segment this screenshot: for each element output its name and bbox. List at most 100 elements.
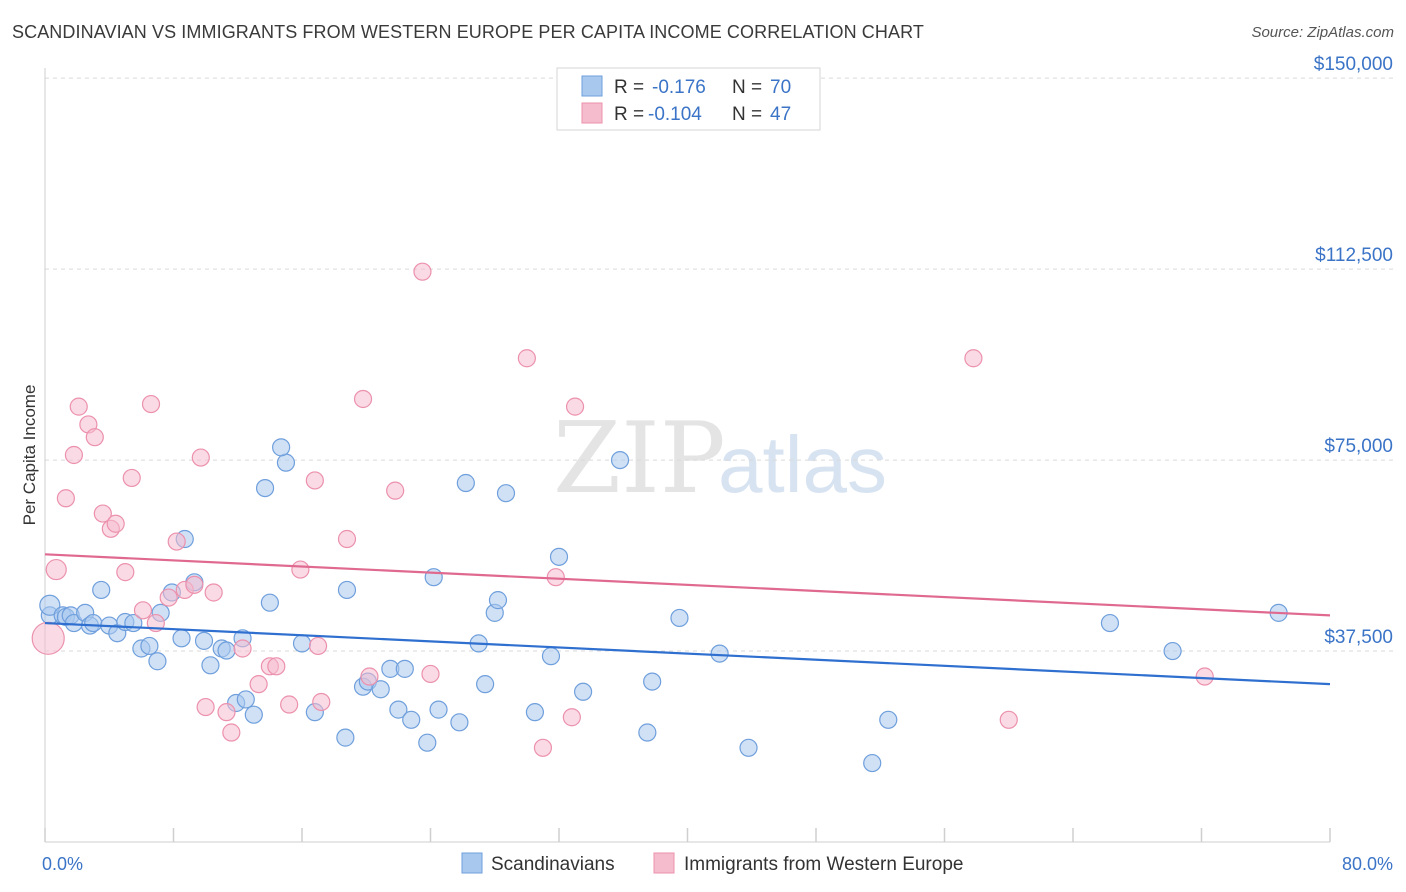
series-legend-label-scandinavians: Scandinavians <box>491 854 615 875</box>
scandinavians-point <box>739 738 758 757</box>
immigrants-point <box>386 481 405 500</box>
y-tick-label-1: $75,000 <box>1324 436 1393 457</box>
stats-legend-n-value-1: 70 <box>770 77 791 98</box>
y-tick-labels: $37,500 $75,000 $112,500 $150,000 <box>1314 54 1393 648</box>
immigrants-point <box>280 695 299 714</box>
immigrants-point <box>305 471 324 490</box>
y-tick-label-0: $37,500 <box>1324 627 1393 648</box>
immigrants-point <box>353 389 373 409</box>
scandinavians-point <box>429 700 448 719</box>
immigrants-point <box>999 710 1018 729</box>
immigrants-point <box>116 563 135 582</box>
immigrants-point <box>312 692 331 712</box>
immigrants-trend-line <box>44 553 1331 617</box>
scandinavians-point <box>450 713 469 732</box>
scandinavians-point <box>217 641 236 660</box>
scandinavians-point <box>272 438 291 457</box>
immigrants-point <box>45 558 67 581</box>
scandinavians-point <box>276 453 296 472</box>
immigrants-point <box>533 738 553 757</box>
scandinavians-point <box>92 580 111 600</box>
scandinavians-point <box>496 484 516 503</box>
scandinavians-point <box>1163 641 1182 661</box>
immigrants-point <box>93 504 112 523</box>
immigrants-point <box>291 560 310 579</box>
immigrants-point <box>565 397 585 416</box>
immigrants-point <box>159 588 178 607</box>
stats-legend-r-label-2: R = <box>614 104 644 125</box>
series-legend-swatch-scandinavians <box>461 852 483 874</box>
stats-legend-n-label-2: N = <box>732 104 762 125</box>
immigrants-point <box>217 703 236 722</box>
stats-legend-r-label-1: R = <box>614 77 644 98</box>
immigrants-point <box>360 667 379 686</box>
scandinavians-trend-line <box>44 621 1331 686</box>
scandinavians-point <box>863 753 882 773</box>
watermark: ZIP atlas <box>553 402 887 516</box>
chart-title: SCANDINAVIAN VS IMMIGRANTS FROM WESTERN … <box>12 22 924 42</box>
stats-legend-r-value-1: -0.176 <box>652 77 706 98</box>
stats-legend-n-label-1: N = <box>732 77 762 98</box>
series-legend-label-immigrants: Immigrants from Western Europe <box>684 854 963 875</box>
scandinavians-point <box>456 473 475 493</box>
scandinavians-point <box>148 652 167 671</box>
immigrants-point <box>964 349 983 368</box>
scandinavians-point <box>371 680 390 699</box>
immigrants-point <box>56 489 75 508</box>
stats-legend: R = -0.176 N = 70 R = -0.104 N = 47 <box>556 67 821 131</box>
immigrants-point <box>191 448 210 467</box>
chart-source: Source: ZipAtlas.com <box>1251 24 1394 41</box>
immigrants-point <box>85 428 104 447</box>
x-tick-label-left: 0.0% <box>42 854 83 874</box>
immigrants-point <box>562 708 581 727</box>
immigrants-point <box>133 601 153 620</box>
immigrants-point <box>413 262 432 281</box>
y-tick-label-3: $150,000 <box>1314 54 1393 75</box>
scandinavians-point <box>201 656 220 675</box>
scandinavians-point <box>476 675 495 694</box>
scandinavians-point <box>541 647 561 666</box>
immigrants-point <box>106 514 125 533</box>
x-tick-label-right: 80.0% <box>1342 854 1393 874</box>
scandinavians-point <box>573 682 593 701</box>
immigrants-point <box>308 636 328 656</box>
scandinavians-point <box>395 659 414 678</box>
scandinavians-point <box>879 710 898 729</box>
scandinavians-point <box>643 672 662 691</box>
immigrants-point <box>1195 667 1214 686</box>
scandinavians-point <box>39 594 61 616</box>
immigrants-point <box>64 445 84 465</box>
scandinavians-point <box>1100 613 1120 633</box>
immigrants-point <box>337 529 357 549</box>
series-legend-swatch-immigrants <box>653 852 675 874</box>
immigrants-point <box>122 468 141 488</box>
scandinavians-point <box>402 710 421 729</box>
scandinavians-point <box>610 450 630 470</box>
trend-lines <box>44 553 1331 686</box>
scandinavians-point <box>549 547 569 566</box>
gridlines <box>45 77 1395 652</box>
scandinavians-point <box>336 728 355 747</box>
scandinavians-point <box>389 700 408 719</box>
stats-legend-swatch-blue <box>581 75 603 97</box>
scandinavians-point <box>84 613 103 633</box>
scandinavians-point <box>418 733 437 752</box>
scandinavians-point <box>710 644 729 663</box>
immigrants-point <box>31 621 65 655</box>
scandinavians-point <box>260 593 279 612</box>
immigrants-point <box>517 349 536 368</box>
scandinavians-point <box>244 705 263 724</box>
immigrants-point <box>421 664 440 684</box>
immigrants-point <box>69 397 88 416</box>
scandinavians-point <box>236 690 255 709</box>
y-tick-label-2: $112,500 <box>1315 245 1393 266</box>
scandinavians-point <box>172 629 191 648</box>
scandinavians-point <box>292 634 312 653</box>
scandinavians-point <box>424 568 443 587</box>
data-points <box>31 262 1288 773</box>
y-axis-label: Per Capita Income <box>20 385 39 526</box>
immigrants-point <box>141 394 161 414</box>
immigrants-point <box>185 575 204 594</box>
scandinavians-point <box>255 478 275 498</box>
